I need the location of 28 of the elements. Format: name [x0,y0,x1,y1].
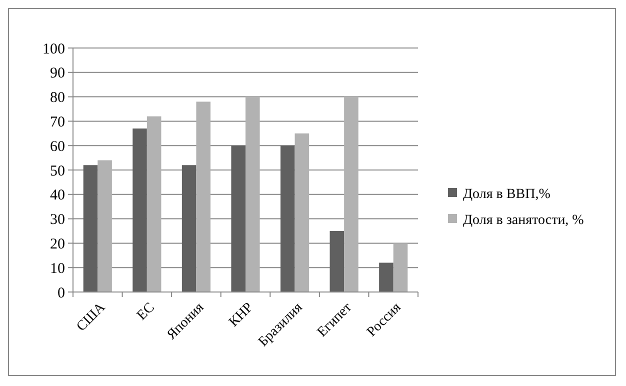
y-tick-label: 100 [42,41,65,58]
y-tick-label: 40 [50,188,65,204]
y-tick-label: 50 [50,163,65,180]
bar [83,165,98,292]
y-tick-label: 10 [50,260,65,277]
y-tick-label: 0 [58,285,65,302]
bar [98,160,112,292]
y-tick-label: 70 [50,114,65,130]
bar [246,96,260,292]
bar [231,146,246,292]
y-tick-label: 60 [50,138,65,155]
bar [393,243,408,292]
bar [330,231,344,292]
y-tick-label: 30 [50,212,65,228]
bar [379,262,394,292]
y-tick-label: 20 [50,236,65,252]
legend-label: Доля в ВВП,% [463,186,551,202]
x-tick-label: ЕС [134,300,158,324]
bar [146,116,162,292]
bar [294,133,310,292]
legend-label: Доля в занятости, % [463,212,584,228]
bar [182,165,196,292]
bar [196,102,211,292]
bar [344,96,358,292]
bar [280,146,295,292]
y-tick-label: 90 [50,66,65,82]
bar [132,128,147,292]
y-tick-label: 80 [50,90,65,106]
